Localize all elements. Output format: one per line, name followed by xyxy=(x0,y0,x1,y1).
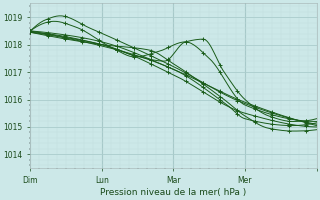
X-axis label: Pression niveau de la mer( hPa ): Pression niveau de la mer( hPa ) xyxy=(100,188,247,197)
